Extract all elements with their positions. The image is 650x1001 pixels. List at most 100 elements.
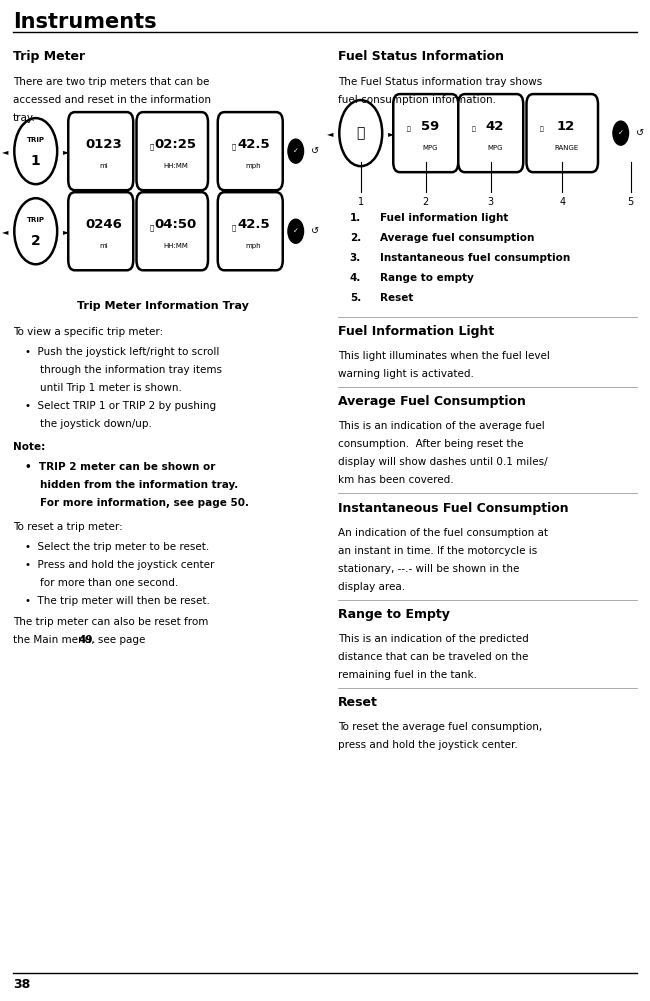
Circle shape — [613, 121, 629, 145]
Text: •  TRIP 2 meter can be shown or: • TRIP 2 meter can be shown or — [25, 462, 215, 472]
Text: For more information, see page 50.: For more information, see page 50. — [40, 498, 250, 509]
Text: hidden from the information tray.: hidden from the information tray. — [40, 480, 239, 490]
Text: 49: 49 — [79, 635, 93, 645]
Text: until Trip 1 meter is shown.: until Trip 1 meter is shown. — [40, 383, 182, 393]
Text: MPG: MPG — [422, 145, 437, 151]
FancyBboxPatch shape — [526, 94, 598, 172]
Text: ⛽: ⛽ — [540, 126, 544, 132]
Text: fuel consumption information.: fuel consumption information. — [338, 95, 496, 105]
Text: ↺: ↺ — [311, 146, 319, 156]
Text: accessed and reset in the information: accessed and reset in the information — [13, 95, 211, 105]
Circle shape — [288, 139, 304, 163]
Text: •  Press and hold the joystick center: • Press and hold the joystick center — [25, 560, 214, 570]
Text: To reset the average fuel consumption,: To reset the average fuel consumption, — [338, 722, 542, 732]
Text: Trip Meter Information Tray: Trip Meter Information Tray — [77, 301, 248, 311]
Text: •  Select TRIP 1 or TRIP 2 by pushing: • Select TRIP 1 or TRIP 2 by pushing — [25, 401, 216, 411]
Text: 04:50: 04:50 — [155, 218, 196, 230]
Text: •  Select the trip meter to be reset.: • Select the trip meter to be reset. — [25, 542, 209, 552]
FancyBboxPatch shape — [136, 192, 208, 270]
FancyBboxPatch shape — [68, 192, 133, 270]
Text: 1: 1 — [31, 154, 40, 168]
Text: 5: 5 — [627, 197, 634, 207]
Text: Instantaneous fuel consumption: Instantaneous fuel consumption — [380, 253, 571, 263]
Text: ◄: ◄ — [2, 147, 8, 155]
Text: 42: 42 — [486, 120, 504, 132]
Text: display area.: display area. — [338, 582, 405, 592]
Text: mph: mph — [246, 243, 261, 249]
Text: an instant in time. If the motorcycle is: an instant in time. If the motorcycle is — [338, 546, 538, 556]
Text: km has been covered.: km has been covered. — [338, 475, 454, 485]
Text: .: . — [92, 635, 95, 645]
Text: This is an indication of the predicted: This is an indication of the predicted — [338, 634, 528, 644]
Text: 02:25: 02:25 — [155, 138, 196, 150]
Text: Average Fuel Consumption: Average Fuel Consumption — [338, 395, 526, 408]
Text: ►: ► — [63, 147, 70, 155]
FancyBboxPatch shape — [68, 112, 133, 190]
Text: press and hold the joystick center.: press and hold the joystick center. — [338, 740, 518, 750]
Circle shape — [288, 219, 304, 243]
Text: ⦾: ⦾ — [231, 224, 235, 230]
Text: the Main menu, see page: the Main menu, see page — [13, 635, 149, 645]
Text: 0246: 0246 — [86, 218, 122, 230]
FancyBboxPatch shape — [393, 94, 458, 172]
Text: for more than one second.: for more than one second. — [40, 578, 179, 588]
Text: ⧖: ⧖ — [150, 224, 154, 230]
Text: MPG: MPG — [487, 145, 502, 151]
Text: 2.: 2. — [350, 233, 361, 243]
Text: An indication of the fuel consumption at: An indication of the fuel consumption at — [338, 528, 548, 538]
Text: HH:MM: HH:MM — [163, 163, 188, 169]
Text: Reset: Reset — [338, 696, 378, 709]
Text: consumption.  After being reset the: consumption. After being reset the — [338, 439, 523, 449]
Text: •  The trip meter will then be reset.: • The trip meter will then be reset. — [25, 596, 209, 606]
FancyBboxPatch shape — [218, 192, 283, 270]
Text: ↺: ↺ — [311, 226, 319, 236]
Text: warning light is activated.: warning light is activated. — [338, 369, 474, 379]
Text: ✓: ✓ — [292, 148, 299, 154]
Text: HH:MM: HH:MM — [163, 243, 188, 249]
Text: •  Push the joystick left/right to scroll: • Push the joystick left/right to scroll — [25, 347, 219, 357]
Text: 2: 2 — [422, 197, 429, 207]
Text: ⦾: ⦾ — [231, 144, 235, 150]
Text: To view a specific trip meter:: To view a specific trip meter: — [13, 327, 163, 337]
Text: ⛽: ⛽ — [357, 126, 365, 140]
Text: ►: ► — [388, 129, 395, 137]
Text: 12: 12 — [557, 120, 575, 132]
Text: Note:: Note: — [13, 442, 46, 452]
Text: ↺: ↺ — [636, 128, 644, 138]
Text: 1: 1 — [358, 197, 364, 207]
Text: ◄: ◄ — [2, 227, 8, 235]
Text: The Fuel Status information tray shows: The Fuel Status information tray shows — [338, 77, 542, 87]
Text: Trip Meter: Trip Meter — [13, 50, 85, 63]
Text: display will show dashes until 0.1 miles/: display will show dashes until 0.1 miles… — [338, 457, 547, 467]
Text: ✓: ✓ — [618, 130, 624, 136]
Text: tray.: tray. — [13, 113, 36, 123]
Text: TRIP: TRIP — [27, 217, 45, 223]
Text: 3.: 3. — [350, 253, 361, 263]
Text: ⧖: ⧖ — [150, 144, 154, 150]
Text: ✓: ✓ — [292, 228, 299, 234]
Text: 4: 4 — [559, 197, 566, 207]
Text: ⛽: ⛽ — [472, 126, 476, 132]
Text: distance that can be traveled on the: distance that can be traveled on the — [338, 652, 528, 662]
Text: 2: 2 — [31, 234, 40, 248]
Text: mph: mph — [246, 163, 261, 169]
Text: Fuel Status Information: Fuel Status Information — [338, 50, 504, 63]
Text: the joystick down/up.: the joystick down/up. — [40, 419, 152, 429]
Text: This light illuminates when the fuel level: This light illuminates when the fuel lev… — [338, 351, 550, 361]
Text: stationary, --.- will be shown in the: stationary, --.- will be shown in the — [338, 564, 519, 574]
Text: ⛽: ⛽ — [407, 126, 411, 132]
Text: Instruments: Instruments — [13, 12, 157, 32]
Text: mi: mi — [99, 243, 109, 249]
Text: remaining fuel in the tank.: remaining fuel in the tank. — [338, 670, 477, 680]
FancyBboxPatch shape — [136, 112, 208, 190]
Text: Instantaneous Fuel Consumption: Instantaneous Fuel Consumption — [338, 502, 569, 515]
Text: 38: 38 — [13, 978, 31, 991]
Text: 5.: 5. — [350, 293, 361, 303]
Text: mi: mi — [99, 163, 109, 169]
Text: Average fuel consumption: Average fuel consumption — [380, 233, 534, 243]
Text: ◄: ◄ — [327, 129, 333, 137]
FancyBboxPatch shape — [218, 112, 283, 190]
Text: through the information tray items: through the information tray items — [40, 365, 222, 375]
Text: RANGE: RANGE — [554, 145, 578, 151]
Text: There are two trip meters that can be: There are two trip meters that can be — [13, 77, 209, 87]
